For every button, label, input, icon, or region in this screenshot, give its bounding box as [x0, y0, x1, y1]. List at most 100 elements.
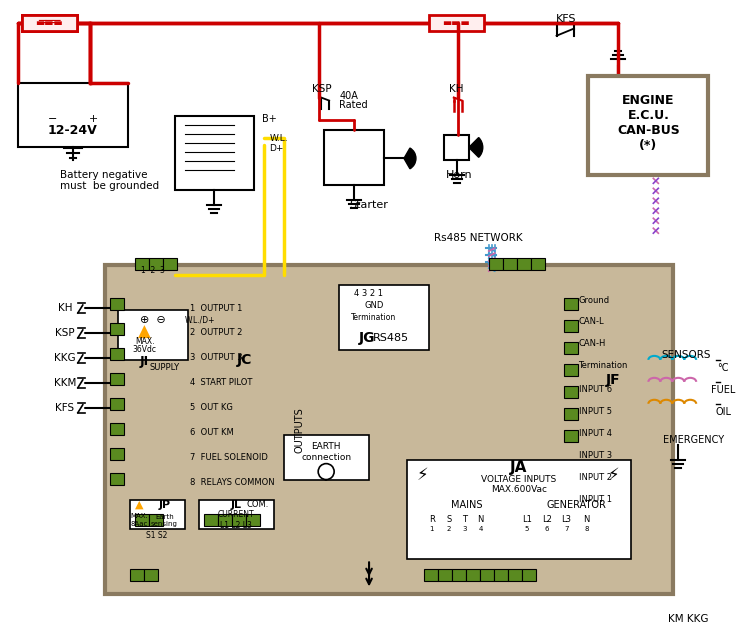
Text: T: T	[462, 515, 467, 524]
Bar	[444, 135, 469, 161]
Text: ⊕  ⊖: ⊕ ⊖	[140, 315, 166, 325]
Text: COM.: COM.	[247, 500, 269, 509]
Text: 4: 4	[478, 527, 483, 532]
Text: SENSORS: SENSORS	[662, 350, 711, 360]
Text: 7  FUEL SOLENOID: 7 FUEL SOLENOID	[189, 453, 267, 462]
Text: 6  OUT KM: 6 OUT KM	[189, 428, 233, 437]
Bar	[199, 500, 275, 529]
Text: 8: 8	[584, 527, 589, 532]
Text: ═══: ═══	[38, 16, 60, 29]
Text: JL: JL	[231, 500, 242, 510]
Wedge shape	[404, 148, 416, 169]
Text: KKG: KKG	[54, 353, 76, 363]
Text: L3: L3	[562, 515, 572, 524]
Text: MAX.: MAX.	[131, 513, 149, 520]
Bar	[452, 570, 466, 581]
Text: Horn: Horn	[445, 170, 472, 180]
Text: 4 3 2 1: 4 3 2 1	[354, 289, 383, 297]
Bar	[110, 398, 124, 410]
Text: INPUT 2: INPUT 2	[578, 473, 612, 482]
Text: 8  RELAYS COMMON: 8 RELAYS COMMON	[189, 478, 274, 487]
Bar	[110, 298, 124, 310]
Text: JP: JP	[158, 500, 171, 510]
Bar	[564, 386, 578, 398]
Text: 5  OUT KG: 5 OUT KG	[189, 403, 233, 412]
Text: RS485: RS485	[373, 333, 409, 343]
Bar	[503, 258, 517, 270]
Text: 36Vdc: 36Vdc	[132, 345, 157, 355]
Text: INPUT 5: INPUT 5	[578, 407, 612, 416]
Bar	[130, 570, 144, 581]
Bar	[564, 408, 578, 420]
Bar	[110, 472, 124, 484]
Bar	[110, 373, 124, 385]
Bar	[438, 570, 452, 581]
Text: OUTPUTS: OUTPUTS	[294, 407, 304, 452]
Text: JC: JC	[237, 353, 252, 367]
Text: L2: L2	[542, 515, 551, 524]
Text: (*): (*)	[640, 139, 657, 152]
Text: sensing: sensing	[151, 522, 178, 527]
Text: ▬▬▬: ▬▬▬	[35, 18, 63, 28]
Text: −         +: − +	[48, 113, 98, 123]
Text: Rs485 NETWORK: Rs485 NETWORK	[434, 233, 523, 243]
Text: EARTH: EARTH	[311, 442, 341, 451]
Bar	[22, 14, 77, 31]
Text: ⚡: ⚡	[417, 466, 429, 484]
Bar	[135, 515, 149, 527]
Bar	[144, 570, 158, 581]
Bar	[564, 430, 578, 442]
Text: INPUT 1: INPUT 1	[578, 495, 612, 504]
Text: KFS: KFS	[55, 403, 74, 413]
Text: KFS: KFS	[556, 14, 577, 24]
Bar	[494, 570, 508, 581]
Text: SUPPLY: SUPPLY	[149, 364, 180, 372]
Text: °C: °C	[718, 363, 729, 373]
Text: L1 L2 L3: L1 L2 L3	[221, 521, 252, 530]
Text: 7: 7	[565, 527, 569, 532]
Text: connection: connection	[301, 453, 351, 462]
Text: R: R	[429, 515, 435, 524]
Bar	[110, 348, 124, 360]
Text: ▲: ▲	[135, 500, 144, 510]
Text: L1: L1	[522, 515, 531, 524]
Text: JI: JI	[140, 355, 149, 369]
Text: 6: 6	[545, 527, 549, 532]
Bar	[22, 14, 77, 31]
Bar	[105, 265, 673, 594]
Text: 1  OUTPUT 1: 1 OUTPUT 1	[189, 304, 242, 312]
Bar	[429, 14, 484, 31]
Text: Termination: Termination	[351, 314, 397, 323]
Bar	[489, 258, 503, 270]
Text: GENERATOR: GENERATOR	[547, 500, 606, 510]
Text: 1: 1	[430, 527, 434, 532]
Bar	[564, 298, 578, 310]
Text: Rated: Rated	[339, 100, 368, 110]
Text: CAN-BUS: CAN-BUS	[617, 124, 680, 137]
Text: ⚡: ⚡	[608, 466, 619, 484]
Bar	[564, 364, 578, 376]
Bar	[517, 258, 531, 270]
Text: INPUT 4: INPUT 4	[578, 429, 612, 438]
Bar	[522, 570, 536, 581]
Bar	[407, 460, 631, 559]
Bar	[531, 258, 545, 270]
Text: 3  OUTPUT 3: 3 OUTPUT 3	[189, 353, 242, 362]
Text: W.L.: W.L.	[269, 134, 288, 143]
Text: 1  2  3: 1 2 3	[141, 266, 165, 275]
Bar	[564, 320, 578, 332]
Text: S: S	[446, 515, 451, 524]
Bar	[118, 310, 188, 360]
Text: 2: 2	[447, 527, 451, 532]
Bar	[205, 515, 219, 527]
Text: GND: GND	[364, 301, 383, 309]
Text: ENGINE: ENGINE	[622, 94, 675, 107]
Text: KM KKG: KM KKG	[668, 614, 709, 624]
Text: 2  OUTPUT 2: 2 OUTPUT 2	[189, 328, 242, 338]
Text: 12-24V: 12-24V	[48, 124, 98, 137]
Text: 4  START PILOT: 4 START PILOT	[189, 379, 252, 387]
Text: MAX.600Vac: MAX.600Vac	[491, 485, 547, 494]
Text: N: N	[584, 515, 590, 524]
Text: INPUT 3: INPUT 3	[578, 451, 612, 460]
Bar	[22, 14, 77, 31]
